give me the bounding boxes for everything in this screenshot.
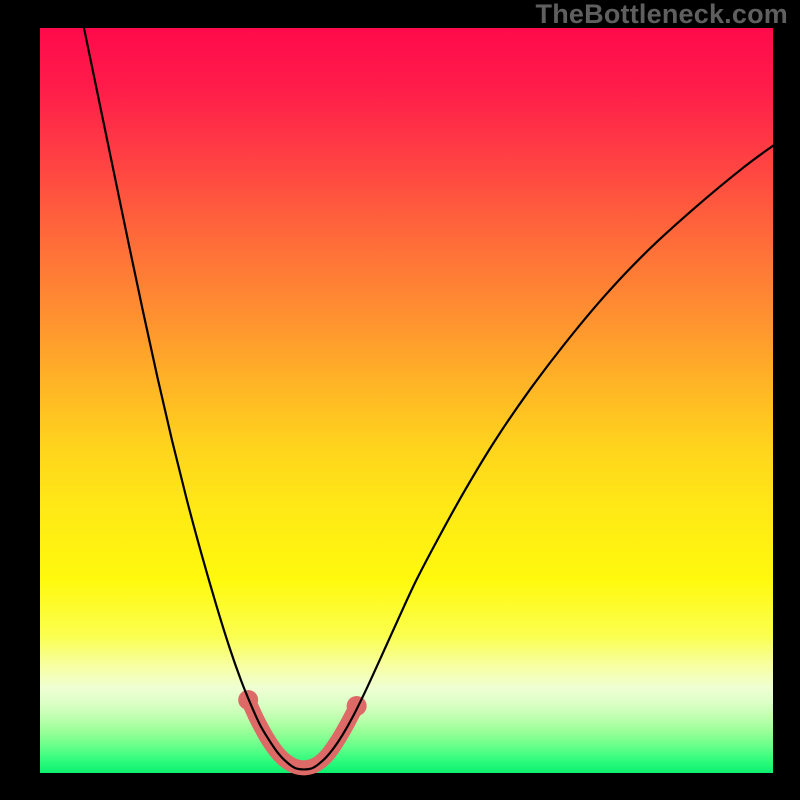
chart-frame: TheBottleneck.com [0,0,800,800]
watermark-label: TheBottleneck.com [536,0,788,30]
plot-background [40,28,773,773]
highlight-end-dot [347,696,367,716]
bottleneck-chart [0,0,800,800]
